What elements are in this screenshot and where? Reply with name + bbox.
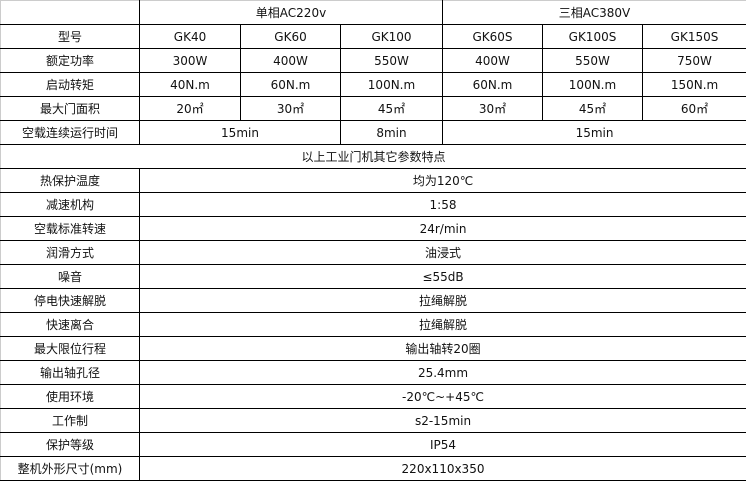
cell: 400W bbox=[240, 48, 341, 73]
header-row: 单相AC220v 三相AC380V bbox=[0, 0, 746, 25]
row-label: 噪音 bbox=[0, 264, 140, 289]
cell: 8min bbox=[340, 120, 443, 145]
cell: 15min bbox=[139, 120, 341, 145]
param-row: 使用环境 -20℃~+45℃ bbox=[0, 384, 746, 409]
param-value: s2-15min bbox=[138, 408, 746, 433]
row-label: 整机外形尺寸(mm) bbox=[0, 456, 140, 481]
torque-row: 启动转矩 40N.m 60N.m 100N.m 60N.m 100N.m 150… bbox=[0, 72, 746, 97]
power-row: 额定功率 300W 400W 550W 400W 550W 750W bbox=[0, 48, 746, 73]
row-label: 空载连续运行时间 bbox=[0, 120, 140, 145]
param-row: 噪音 ≤55dB bbox=[0, 264, 746, 289]
area-row: 最大门面积 20㎡ 30㎡ 45㎡ 30㎡ 45㎡ 60㎡ bbox=[0, 96, 746, 121]
param-row: 润滑方式 油浸式 bbox=[0, 240, 746, 265]
cell: GK60 bbox=[240, 24, 341, 49]
param-row: 减速机构 1:58 bbox=[0, 192, 746, 217]
param-value: 220x110x350 bbox=[138, 456, 746, 481]
row-label: 保护等级 bbox=[0, 432, 140, 457]
single-phase-header: 单相AC220v bbox=[139, 0, 443, 25]
row-label: 工作制 bbox=[0, 408, 140, 433]
row-label: 输出轴孔径 bbox=[0, 360, 140, 385]
cell: GK40 bbox=[139, 24, 241, 49]
param-value: 均为120℃ bbox=[138, 168, 746, 193]
row-label: 最大门面积 bbox=[0, 96, 140, 121]
cell: 60㎡ bbox=[641, 96, 746, 121]
cell: 100N.m bbox=[340, 72, 443, 97]
param-value: 24r/min bbox=[138, 216, 746, 241]
cell: 40N.m bbox=[139, 72, 241, 97]
param-row: 保护等级 IP54 bbox=[0, 432, 746, 457]
param-row: 空载标准转速 24r/min bbox=[0, 216, 746, 241]
cell: 30㎡ bbox=[442, 96, 543, 121]
cell: 30㎡ bbox=[240, 96, 341, 121]
row-label: 额定功率 bbox=[0, 48, 140, 73]
cell: GK60S bbox=[442, 24, 543, 49]
param-row: 整机外形尺寸(mm) 220x110x350 bbox=[0, 456, 746, 481]
runtime-row: 空载连续运行时间 15min 8min 15min bbox=[0, 120, 746, 145]
row-label: 最大限位行程 bbox=[0, 336, 140, 361]
cell: 550W bbox=[542, 48, 643, 73]
cell: 15min bbox=[441, 120, 746, 145]
section-title-row: 以上工业门机其它参数特点 bbox=[0, 144, 746, 169]
cell: 400W bbox=[442, 48, 543, 73]
param-value: 油浸式 bbox=[138, 240, 746, 265]
cell: 45㎡ bbox=[340, 96, 443, 121]
three-phase-header: 三相AC380V bbox=[441, 0, 746, 25]
cell: 750W bbox=[641, 48, 746, 73]
header-blank bbox=[0, 0, 140, 25]
cell: 60N.m bbox=[240, 72, 341, 97]
param-row: 快速离合 拉绳解脱 bbox=[0, 312, 746, 337]
param-value: 拉绳解脱 bbox=[138, 312, 746, 337]
param-value: IP54 bbox=[138, 432, 746, 457]
row-label: 热保护温度 bbox=[0, 168, 140, 193]
cell: 100N.m bbox=[542, 72, 643, 97]
cell: 20㎡ bbox=[139, 96, 241, 121]
cell: GK100 bbox=[340, 24, 443, 49]
param-value: 1:58 bbox=[138, 192, 746, 217]
row-label: 启动转矩 bbox=[0, 72, 140, 97]
row-label: 润滑方式 bbox=[0, 240, 140, 265]
cell: GK150S bbox=[641, 24, 746, 49]
param-value: ≤55dB bbox=[138, 264, 746, 289]
row-label: 快速离合 bbox=[0, 312, 140, 337]
row-label: 型号 bbox=[0, 24, 140, 49]
cell: 60N.m bbox=[442, 72, 543, 97]
param-value: 25.4mm bbox=[138, 360, 746, 385]
param-row: 输出轴孔径 25.4mm bbox=[0, 360, 746, 385]
cell: 150N.m bbox=[641, 72, 746, 97]
cell: 45㎡ bbox=[542, 96, 643, 121]
param-value: 输出轴转20圈 bbox=[138, 336, 746, 361]
cell: 550W bbox=[340, 48, 443, 73]
param-row: 工作制 s2-15min bbox=[0, 408, 746, 433]
section-title: 以上工业门机其它参数特点 bbox=[0, 144, 746, 169]
param-row: 最大限位行程 输出轴转20圈 bbox=[0, 336, 746, 361]
row-label: 停电快速解脱 bbox=[0, 288, 140, 313]
param-row: 停电快速解脱 拉绳解脱 bbox=[0, 288, 746, 313]
cell: 300W bbox=[139, 48, 241, 73]
row-label: 减速机构 bbox=[0, 192, 140, 217]
cell: GK100S bbox=[542, 24, 643, 49]
model-row: 型号 GK40 GK60 GK100 GK60S GK100S GK150S bbox=[0, 24, 746, 49]
row-label: 空载标准转速 bbox=[0, 216, 140, 241]
row-label: 使用环境 bbox=[0, 384, 140, 409]
param-value: -20℃~+45℃ bbox=[138, 384, 746, 409]
param-row: 热保护温度 均为120℃ bbox=[0, 168, 746, 193]
param-value: 拉绳解脱 bbox=[138, 288, 746, 313]
